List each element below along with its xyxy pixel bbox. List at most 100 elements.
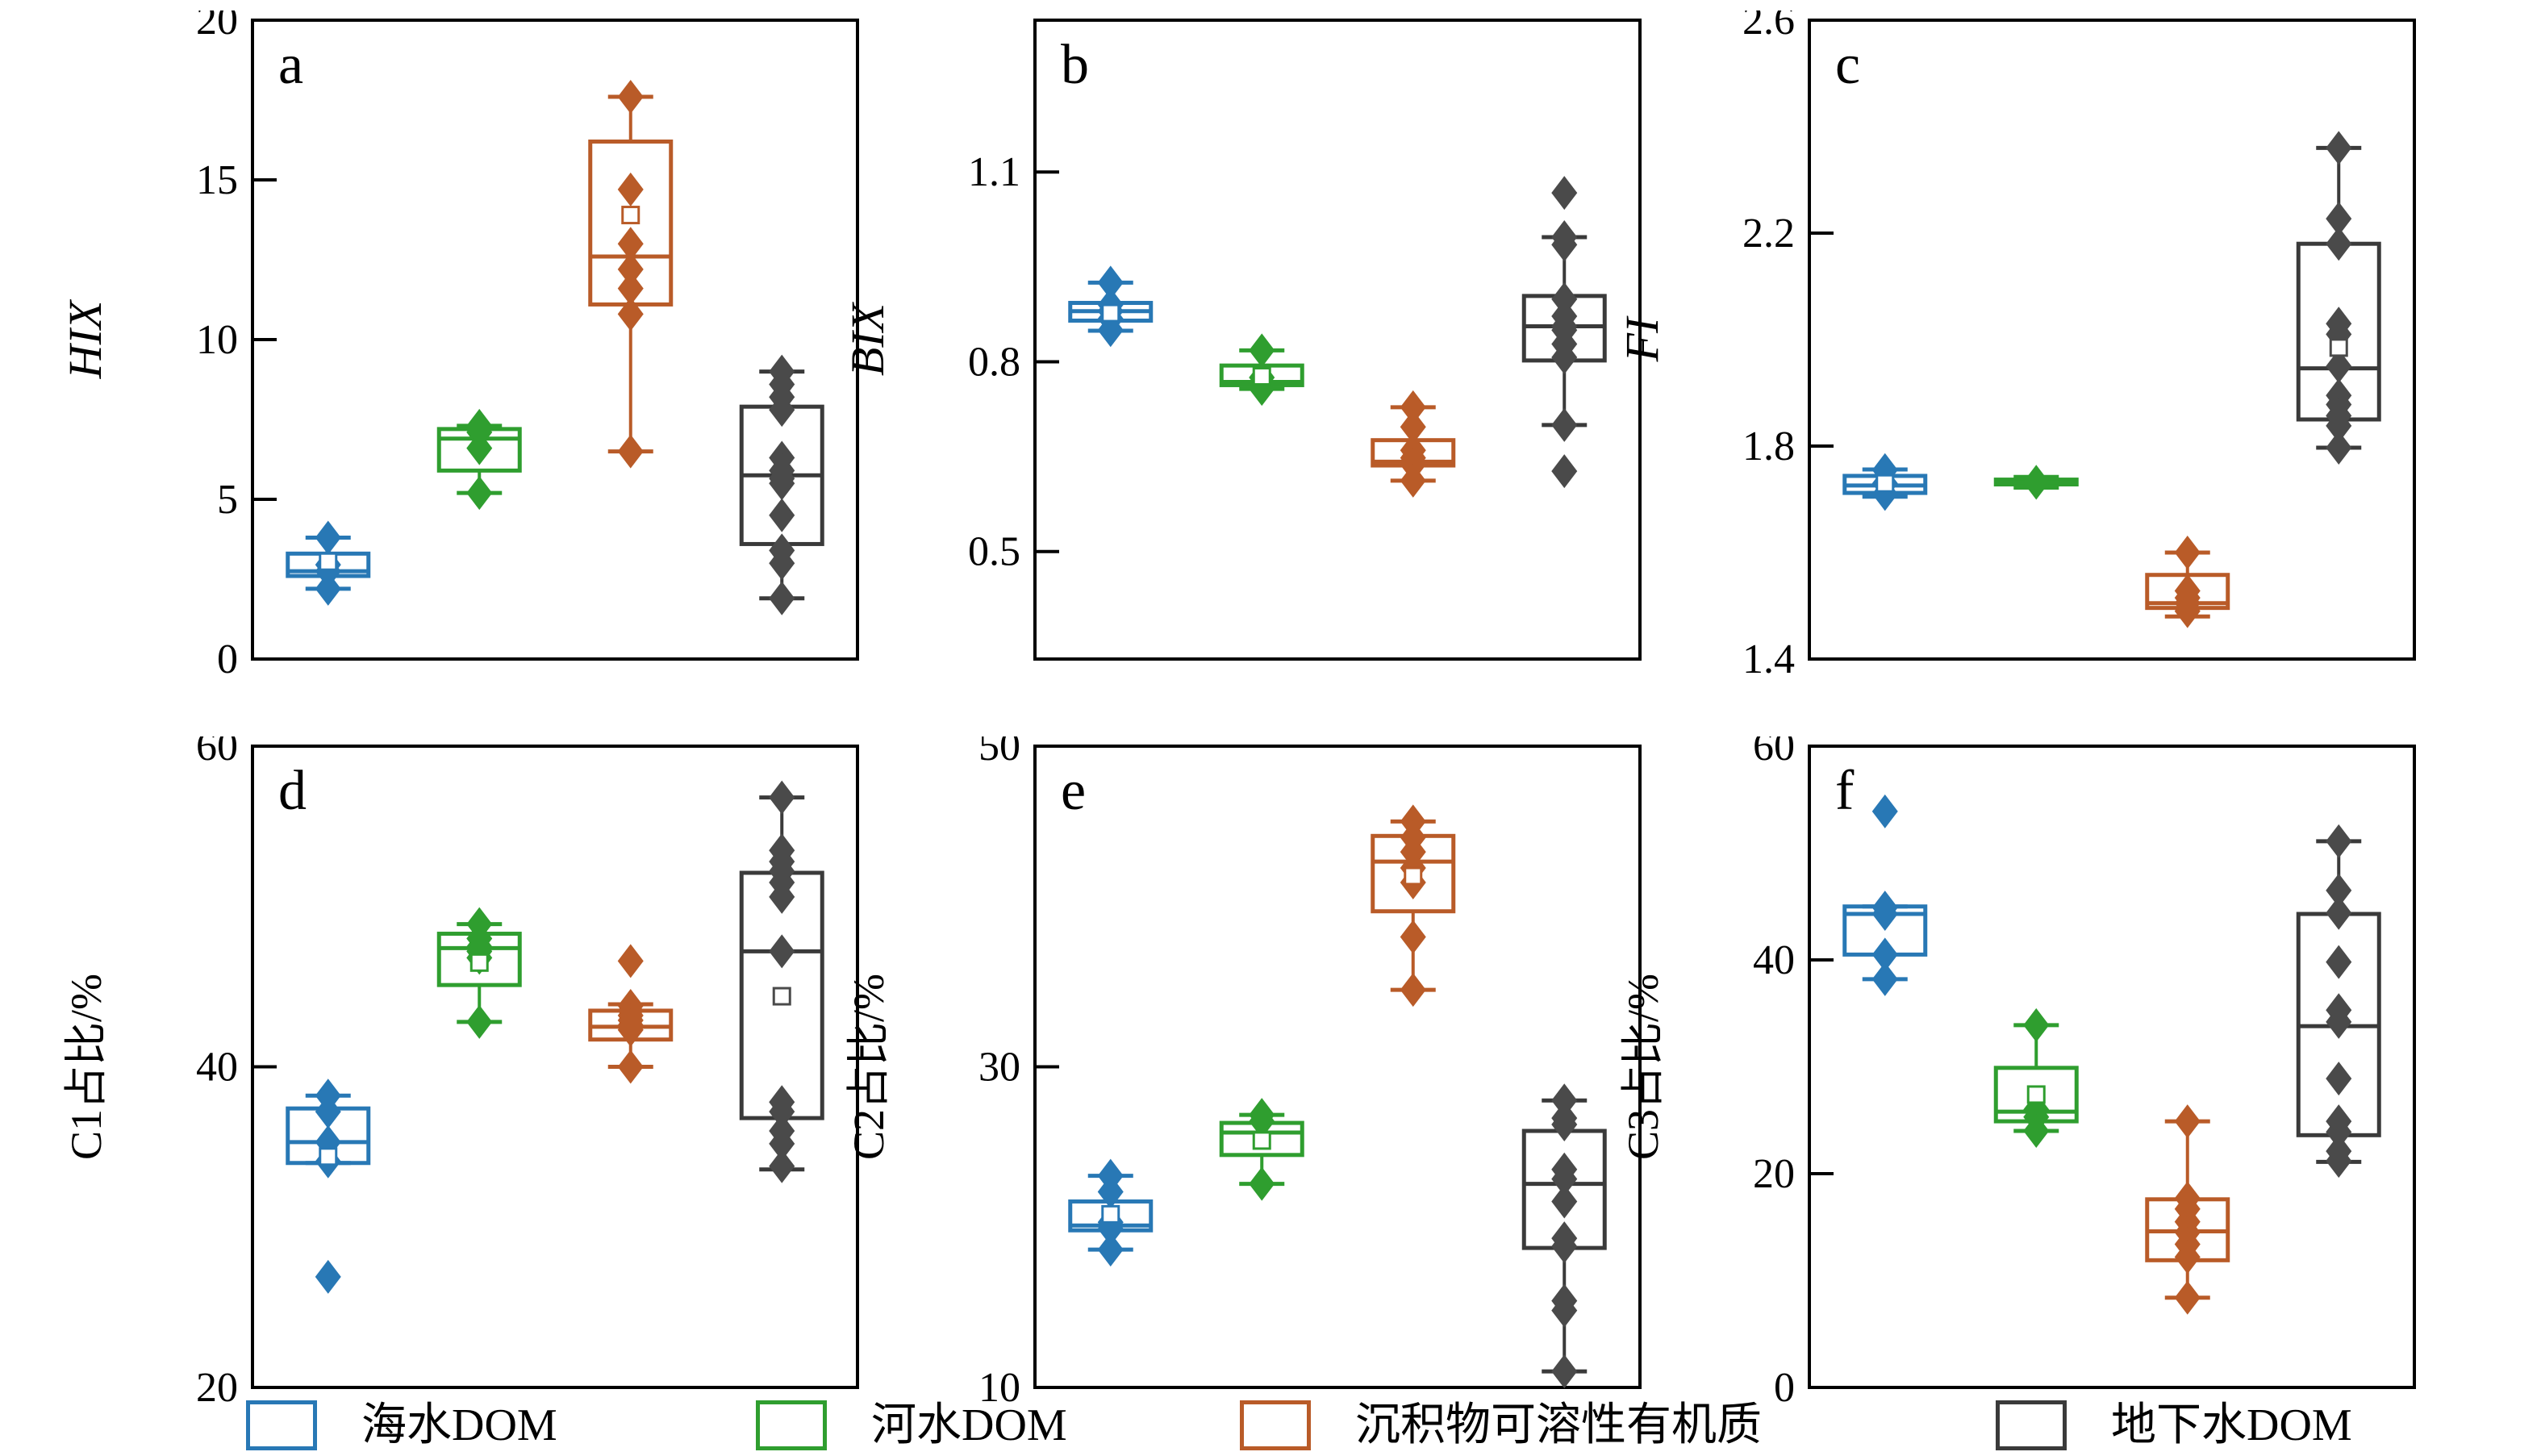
mean-marker: [772, 987, 791, 1006]
data-point: [2023, 1114, 2050, 1148]
data-point: [617, 1049, 644, 1084]
data-point: [2326, 873, 2352, 907]
data-point: [769, 393, 795, 428]
data-point: [617, 80, 644, 115]
y-axis-title: C2占比/%: [845, 974, 893, 1160]
data-point: [1871, 897, 1898, 932]
mean-marker: [621, 206, 640, 225]
y-axis-title: C1占比/%: [62, 974, 111, 1160]
data-point: [1551, 454, 1578, 489]
data-point: [617, 252, 644, 286]
data-point: [1400, 973, 1426, 1008]
data-point: [2326, 202, 2352, 236]
data-point: [2174, 1280, 2201, 1315]
data-point: [315, 1259, 341, 1294]
mean-marker: [319, 552, 338, 571]
y-tick-label: 60: [196, 736, 238, 770]
y-tick-label: 15: [196, 157, 238, 203]
data-point: [1097, 265, 1124, 300]
data-point: [2174, 1104, 2201, 1139]
box-group-3: [2145, 536, 2230, 628]
mean-marker: [1101, 1204, 1120, 1224]
data-point: [769, 879, 795, 914]
y-tick-label: 20: [196, 1365, 238, 1402]
data-point: [1097, 1174, 1124, 1209]
data-point: [2326, 349, 2352, 383]
box-group-3: [588, 80, 674, 469]
data-point: [2174, 1240, 2201, 1275]
y-tick-label: 20: [1753, 1151, 1795, 1197]
panel-letter: d: [278, 760, 307, 822]
legend-item-4: 地下水DOM: [1996, 1397, 2352, 1454]
y-tick-label: 1.4: [1742, 636, 1795, 674]
data-point: [1551, 227, 1578, 262]
data-point: [769, 1095, 795, 1129]
data-point: [2326, 1115, 2352, 1149]
legend-label: 沉积物可溶性有机质: [1355, 1400, 1762, 1450]
box-group-2: [436, 907, 522, 1039]
mean-marker: [1101, 303, 1120, 323]
data-point: [315, 520, 341, 555]
y-tick-label: 20: [196, 10, 238, 44]
box-group-2: [436, 408, 522, 511]
mean-marker: [1876, 474, 1895, 493]
mean-marker: [2329, 338, 2348, 357]
panel-e: 10 30 50 C2占比/% e: [833, 724, 1650, 1411]
box-group-4: [739, 354, 824, 615]
mean-marker: [1252, 366, 1271, 386]
y-tick-label: 60: [1753, 736, 1795, 770]
box-group-1: [1068, 265, 1154, 348]
mean-marker: [1404, 866, 1423, 886]
data-point: [1871, 962, 1898, 996]
legend-swatch-icon: [246, 1400, 317, 1450]
data-point: [617, 1012, 644, 1047]
y-axis-title: C3占比/%: [1619, 974, 1667, 1160]
box-group-1: [1842, 794, 1928, 996]
box-group-2: [1993, 465, 2079, 500]
box-group-4: [1521, 176, 1607, 489]
legend-label: 地下水DOM: [2111, 1400, 2352, 1450]
mean-marker: [2026, 1085, 2046, 1104]
data-point: [1551, 1162, 1578, 1196]
data-point: [617, 172, 644, 207]
data-point: [617, 297, 644, 332]
data-point: [1551, 176, 1578, 211]
legend-item-3: 沉积物可溶性有机质: [1240, 1397, 1762, 1454]
y-axis-title: FI: [1616, 315, 1668, 362]
y-axis-title: BIX: [841, 301, 894, 376]
legend-item-2: 河水DOM: [756, 1397, 1067, 1454]
data-point: [2326, 1144, 2352, 1179]
data-point: [1551, 1293, 1578, 1328]
data-point: [466, 1004, 493, 1039]
y-axis-title: HIX: [59, 298, 111, 379]
box-group-3: [1371, 390, 1456, 498]
data-point: [1400, 920, 1426, 954]
legend-label: 河水DOM: [871, 1400, 1067, 1450]
box-group-2: [1219, 333, 1304, 407]
data-point: [769, 780, 795, 815]
data-point: [2326, 1004, 2352, 1039]
data-point: [1400, 390, 1426, 424]
box-group-3: [2145, 1104, 2230, 1315]
data-point: [1551, 1083, 1578, 1118]
legend-item-1: 海水DOM: [246, 1397, 557, 1454]
box-group-1: [286, 520, 371, 606]
panel-c: 1.4 1.8 2.2 2.6 FI c: [1608, 0, 2424, 682]
data-point: [617, 227, 644, 261]
data-point: [1871, 937, 1898, 972]
y-tick-label: 40: [196, 1045, 238, 1091]
y-tick-label: 0.8: [968, 339, 1020, 385]
box-group-4: [2296, 131, 2381, 465]
y-tick-label: 10: [196, 317, 238, 363]
y-tick-label: 0: [1774, 1365, 1795, 1402]
panel-letter: c: [1835, 34, 1860, 96]
y-tick-label: 50: [978, 736, 1020, 770]
y-tick-label: 5: [217, 477, 238, 523]
y-tick-label: 0.5: [968, 529, 1020, 575]
box-group-1: [286, 1078, 371, 1294]
data-point: [2326, 430, 2352, 465]
y-tick-label: 1.8: [1742, 423, 1795, 469]
data-point: [2326, 227, 2352, 261]
panel-letter: f: [1835, 760, 1855, 822]
